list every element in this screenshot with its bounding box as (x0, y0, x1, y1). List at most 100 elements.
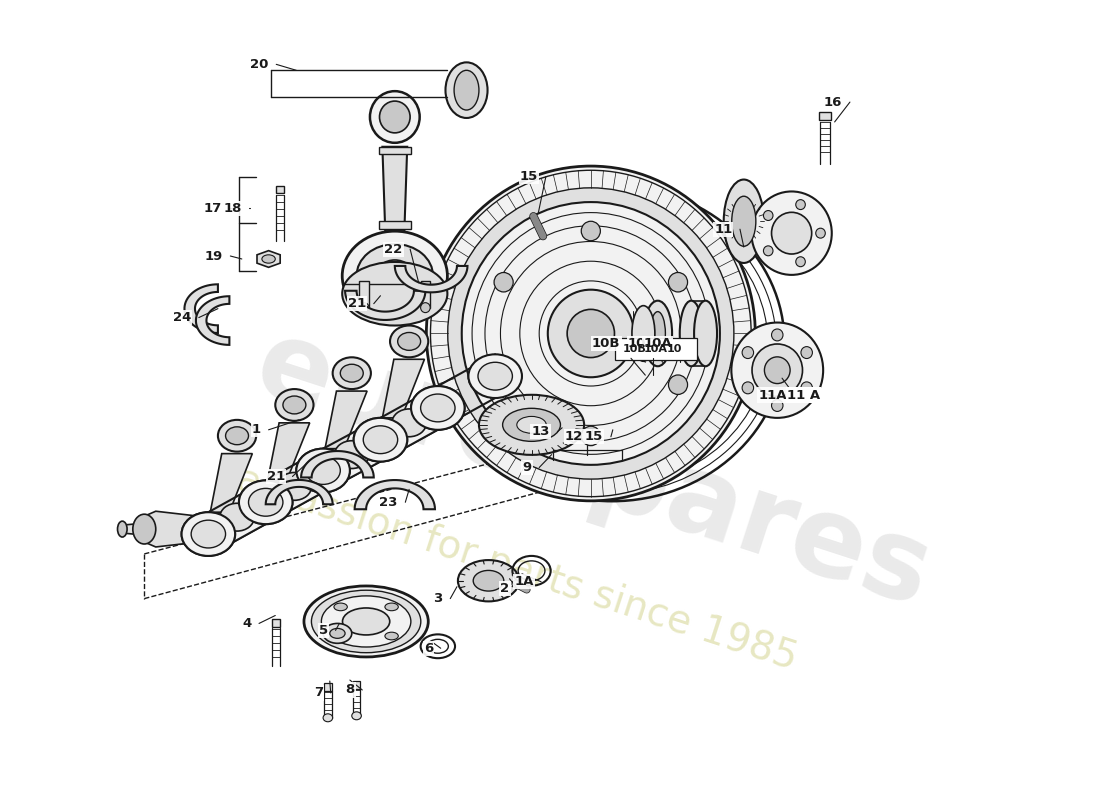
Text: 5: 5 (319, 624, 328, 637)
Ellipse shape (334, 441, 368, 469)
Ellipse shape (363, 426, 398, 454)
Polygon shape (266, 480, 332, 504)
Polygon shape (208, 481, 266, 556)
Ellipse shape (581, 426, 601, 446)
Ellipse shape (275, 389, 314, 421)
Polygon shape (691, 301, 705, 366)
Ellipse shape (801, 346, 813, 358)
Ellipse shape (631, 306, 654, 362)
Text: 13: 13 (531, 426, 550, 438)
Ellipse shape (334, 603, 348, 610)
Ellipse shape (220, 503, 254, 531)
Ellipse shape (494, 273, 514, 292)
Ellipse shape (581, 222, 601, 241)
Ellipse shape (478, 362, 513, 390)
Ellipse shape (321, 596, 411, 647)
Text: 18: 18 (223, 202, 242, 215)
Ellipse shape (446, 62, 487, 118)
Polygon shape (122, 523, 144, 535)
Ellipse shape (411, 386, 464, 430)
Text: 6: 6 (424, 642, 433, 654)
Polygon shape (360, 281, 368, 308)
Polygon shape (820, 112, 830, 120)
Ellipse shape (732, 196, 756, 246)
Text: 11: 11 (714, 222, 733, 236)
Ellipse shape (742, 382, 754, 394)
Polygon shape (323, 418, 381, 492)
Ellipse shape (226, 427, 249, 445)
Ellipse shape (458, 560, 519, 602)
Polygon shape (267, 423, 310, 481)
Ellipse shape (680, 301, 703, 366)
Polygon shape (420, 281, 430, 308)
Ellipse shape (763, 246, 773, 256)
Ellipse shape (669, 273, 688, 292)
Ellipse shape (420, 394, 455, 422)
Text: 11A: 11A (758, 389, 786, 402)
Ellipse shape (732, 322, 823, 418)
Ellipse shape (771, 212, 812, 254)
Polygon shape (273, 619, 280, 627)
Text: 10A: 10A (644, 344, 668, 354)
Ellipse shape (517, 417, 547, 434)
Ellipse shape (816, 228, 825, 238)
Ellipse shape (503, 408, 561, 442)
Ellipse shape (118, 521, 128, 537)
Text: 3: 3 (433, 592, 442, 605)
Text: 20: 20 (250, 58, 268, 71)
Ellipse shape (379, 101, 410, 133)
Ellipse shape (354, 418, 407, 462)
Ellipse shape (742, 346, 754, 358)
Polygon shape (301, 451, 374, 478)
Text: 21: 21 (348, 297, 366, 310)
Text: 1A: 1A (514, 575, 534, 588)
Ellipse shape (133, 514, 156, 544)
Ellipse shape (751, 191, 832, 275)
Ellipse shape (239, 481, 293, 524)
Polygon shape (345, 290, 426, 320)
Ellipse shape (342, 608, 389, 635)
Ellipse shape (385, 632, 398, 640)
Ellipse shape (340, 364, 363, 382)
Text: 4: 4 (242, 617, 252, 630)
Text: 22: 22 (384, 242, 403, 255)
Ellipse shape (332, 358, 371, 389)
Polygon shape (185, 284, 218, 333)
Text: 9: 9 (522, 461, 531, 474)
Ellipse shape (724, 179, 763, 263)
Ellipse shape (342, 231, 448, 321)
Text: 12: 12 (565, 430, 583, 443)
Ellipse shape (182, 512, 235, 556)
Polygon shape (354, 480, 434, 510)
Ellipse shape (354, 418, 407, 462)
Polygon shape (257, 250, 280, 267)
Ellipse shape (304, 586, 428, 657)
Text: 23: 23 (379, 496, 398, 509)
Ellipse shape (764, 357, 790, 383)
Polygon shape (324, 683, 332, 691)
Ellipse shape (249, 488, 283, 516)
Ellipse shape (469, 354, 522, 398)
Ellipse shape (187, 514, 210, 544)
Ellipse shape (296, 449, 350, 492)
Polygon shape (378, 222, 411, 229)
Ellipse shape (334, 632, 348, 640)
Ellipse shape (306, 457, 340, 485)
FancyBboxPatch shape (615, 338, 697, 360)
Polygon shape (266, 449, 323, 524)
Polygon shape (324, 391, 367, 449)
Ellipse shape (398, 333, 420, 350)
Polygon shape (144, 511, 199, 547)
Ellipse shape (191, 520, 225, 548)
Ellipse shape (494, 375, 514, 394)
Text: 10B: 10B (592, 337, 620, 350)
Ellipse shape (239, 481, 293, 524)
Ellipse shape (644, 301, 672, 366)
Ellipse shape (420, 394, 455, 422)
Polygon shape (378, 146, 411, 154)
Text: 7: 7 (314, 686, 323, 699)
Text: a passion for parts since 1985: a passion for parts since 1985 (232, 460, 802, 678)
Ellipse shape (650, 312, 666, 355)
Ellipse shape (411, 386, 464, 430)
Text: 15: 15 (520, 170, 538, 183)
